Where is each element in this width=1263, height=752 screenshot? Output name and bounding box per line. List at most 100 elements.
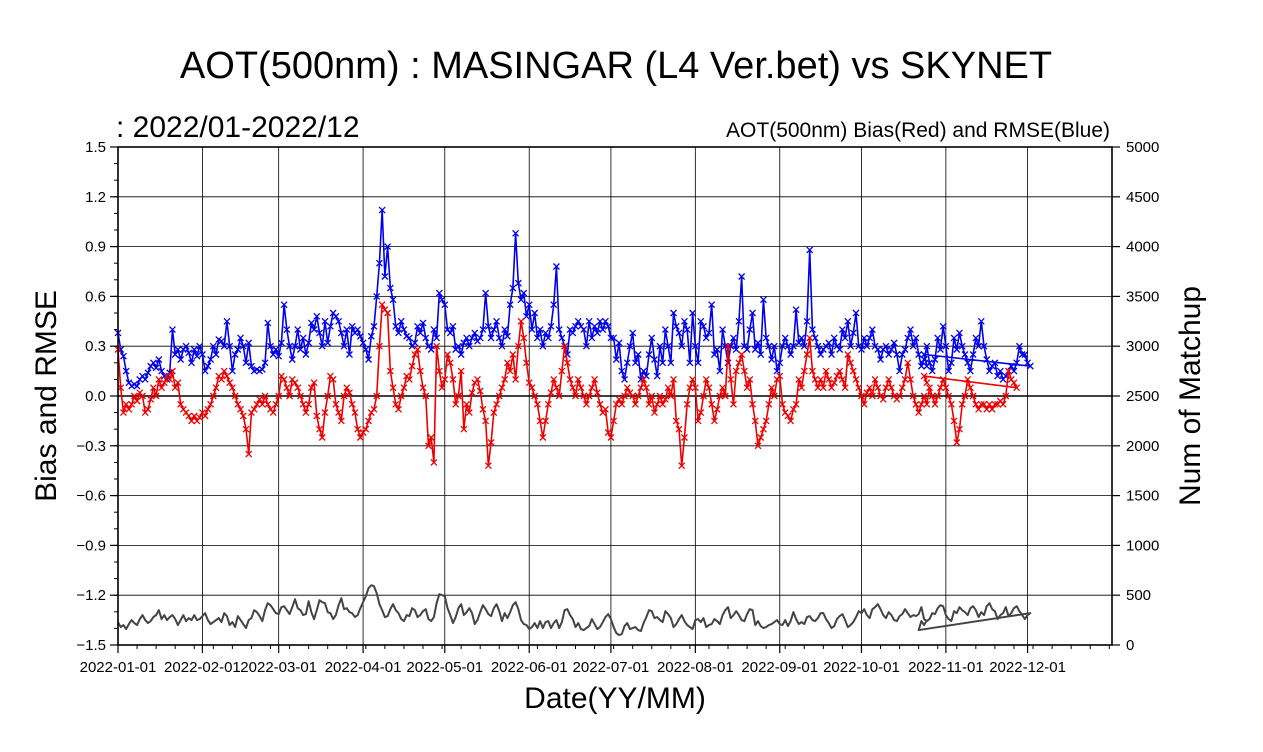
x-tick-label: 2022-03-01: [240, 659, 317, 676]
y2-tick-label: 5000: [1126, 139, 1159, 156]
data-point-rmse: [640, 367, 648, 375]
data-point-bias: [454, 392, 462, 400]
data-point-rmse: [945, 367, 953, 375]
data-point-bias: [503, 359, 511, 367]
data-point-rmse: [602, 317, 609, 325]
data-point-bias: [297, 392, 304, 400]
data-point-bias: [177, 400, 185, 408]
data-point-rmse: [653, 372, 661, 380]
data-point-rmse: [501, 326, 509, 334]
data-point-bias: [980, 400, 988, 408]
data-point-bias: [847, 359, 855, 367]
data-point-rmse: [781, 334, 789, 342]
data-point-bias: [286, 392, 294, 400]
data-point-rmse: [414, 322, 422, 330]
data-point-rmse: [1018, 351, 1026, 358]
data-point-bias: [939, 375, 947, 383]
data-point-rmse: [141, 375, 149, 383]
data-point-bias: [901, 375, 909, 383]
data-point-rmse: [506, 301, 514, 309]
data-point-rmse: [931, 356, 939, 363]
data-point-bias: [700, 392, 707, 400]
data-point-bias: [337, 417, 345, 425]
data-point-rmse: [228, 367, 236, 375]
data-point-bias: [591, 375, 599, 383]
data-point-bias: [258, 400, 266, 408]
data-point-rmse: [621, 375, 628, 383]
data-point-rmse: [539, 342, 547, 350]
data-point-rmse: [610, 334, 618, 342]
data-point-rmse: [218, 337, 225, 345]
data-point-bias: [400, 384, 408, 392]
data-point-rmse: [400, 326, 408, 334]
data-point-rmse: [484, 322, 492, 330]
y-tick-label: 0.9: [85, 239, 106, 256]
data-point-rmse: [882, 342, 890, 350]
data-point-rmse: [588, 334, 596, 342]
data-point-rmse: [294, 326, 302, 334]
data-point-bias: [313, 412, 321, 420]
data-point-bias: [917, 400, 925, 408]
data-point-rmse: [297, 346, 304, 353]
data-point-rmse: [947, 359, 955, 367]
data-point-bias: [506, 367, 514, 375]
data-point-bias: [713, 405, 721, 413]
data-point-bias: [743, 384, 751, 392]
data-point-rmse: [1007, 362, 1015, 370]
data-point-bias: [898, 384, 906, 392]
data-point-rmse: [193, 352, 201, 360]
data-point-bias: [373, 392, 381, 400]
data-point-rmse: [593, 329, 601, 337]
data-point-bias: [694, 417, 702, 425]
data-point-rmse: [288, 356, 296, 363]
data-point-bias: [631, 400, 639, 408]
data-point-bias: [825, 375, 833, 383]
x-tick-label: 2022-08-01: [657, 659, 734, 676]
data-point-bias: [544, 400, 552, 408]
data-point-rmse: [852, 309, 860, 317]
data-point-bias: [795, 375, 803, 383]
data-point-rmse: [825, 339, 833, 347]
data-point-rmse: [710, 351, 718, 358]
data-point-bias: [765, 400, 773, 408]
data-point-rmse: [773, 367, 781, 375]
data-point-bias: [667, 392, 675, 400]
data-point-bias: [928, 392, 936, 400]
data-point-bias: [354, 425, 362, 433]
data-point-bias: [759, 425, 767, 433]
data-point-rmse: [512, 229, 520, 237]
data-point-bias: [792, 400, 800, 408]
data-point-bias: [710, 417, 718, 425]
data-point-rmse: [234, 346, 242, 353]
data-point-bias: [724, 342, 732, 350]
data-point-bias: [833, 372, 841, 380]
data-point-rmse: [335, 317, 343, 325]
data-point-rmse: [239, 342, 247, 350]
data-point-rmse: [302, 351, 310, 358]
data-point-rmse: [313, 312, 321, 320]
data-point-bias: [855, 384, 863, 392]
data-point-bias: [223, 372, 231, 380]
data-point-bias: [128, 400, 136, 408]
data-point-rmse: [907, 326, 914, 334]
data-point-rmse: [242, 359, 250, 367]
data-point-rmse: [277, 339, 285, 347]
data-point-rmse: [808, 326, 816, 334]
data-point-bias: [754, 442, 762, 450]
data-point-rmse: [198, 351, 206, 358]
data-point-rmse: [749, 309, 756, 317]
data-point-bias: [389, 384, 397, 392]
x-tick-label: 2022-04-01: [325, 659, 402, 676]
data-point-rmse: [849, 329, 857, 337]
data-point-rmse: [460, 339, 468, 347]
chart-annotation: AOT(500nm) Bias(Red) and RMSE(Blue): [726, 119, 1110, 142]
data-point-rmse: [171, 351, 179, 358]
data-point-rmse: [188, 359, 195, 367]
data-point-rmse: [844, 317, 852, 325]
data-point-bias: [678, 462, 686, 470]
data-point-rmse: [523, 312, 530, 320]
data-point-bias: [945, 392, 953, 400]
data-point-rmse: [177, 356, 185, 363]
data-point-rmse: [983, 356, 991, 363]
data-point-bias: [405, 375, 413, 383]
